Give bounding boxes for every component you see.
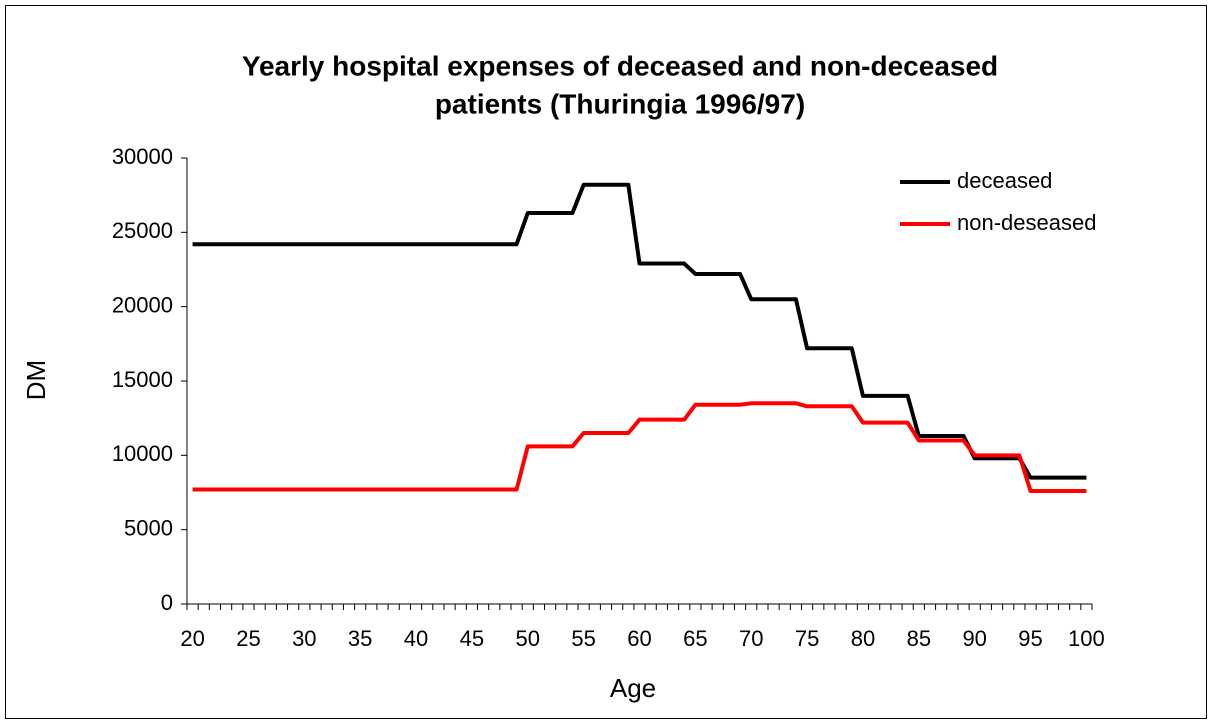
y-tick-label: 20000	[112, 292, 173, 317]
x-tick-label: 65	[683, 626, 707, 651]
chart-title: Yearly hospital expenses of deceased and…	[242, 50, 998, 81]
y-tick-label: 5000	[124, 515, 173, 540]
x-tick-label: 25	[236, 626, 260, 651]
y-axis-label: DM	[21, 360, 51, 400]
x-tick-label: 50	[516, 626, 540, 651]
x-tick-label: 55	[571, 626, 595, 651]
legend-label: deceased	[957, 168, 1052, 193]
x-tick-label: 90	[962, 626, 986, 651]
x-tick-label: 30	[292, 626, 316, 651]
series-line	[192, 182, 1087, 480]
y-tick-label: 10000	[112, 441, 173, 466]
legend-label: non-deseased	[957, 210, 1096, 235]
series-line	[192, 401, 1087, 494]
x-tick-label: 95	[1018, 626, 1042, 651]
x-tick-label: 85	[907, 626, 931, 651]
x-tick-label: 70	[739, 626, 763, 651]
x-tick-label: 100	[1068, 626, 1105, 651]
x-tick-label: 75	[795, 626, 819, 651]
y-tick-label: 25000	[112, 218, 173, 243]
chart-title: patients (Thuringia 1996/97)	[435, 88, 805, 119]
x-tick-label: 35	[348, 626, 372, 651]
x-tick-label: 60	[627, 626, 651, 651]
x-axis-label: Age	[610, 673, 656, 703]
x-tick-label: 20	[180, 626, 204, 651]
y-tick-label: 0	[161, 590, 173, 615]
y-tick-label: 30000	[112, 144, 173, 169]
x-tick-label: 40	[404, 626, 428, 651]
y-tick-label: 15000	[112, 367, 173, 392]
chart-border	[5, 5, 1207, 719]
x-tick-label: 45	[460, 626, 484, 651]
x-tick-label: 80	[851, 626, 875, 651]
